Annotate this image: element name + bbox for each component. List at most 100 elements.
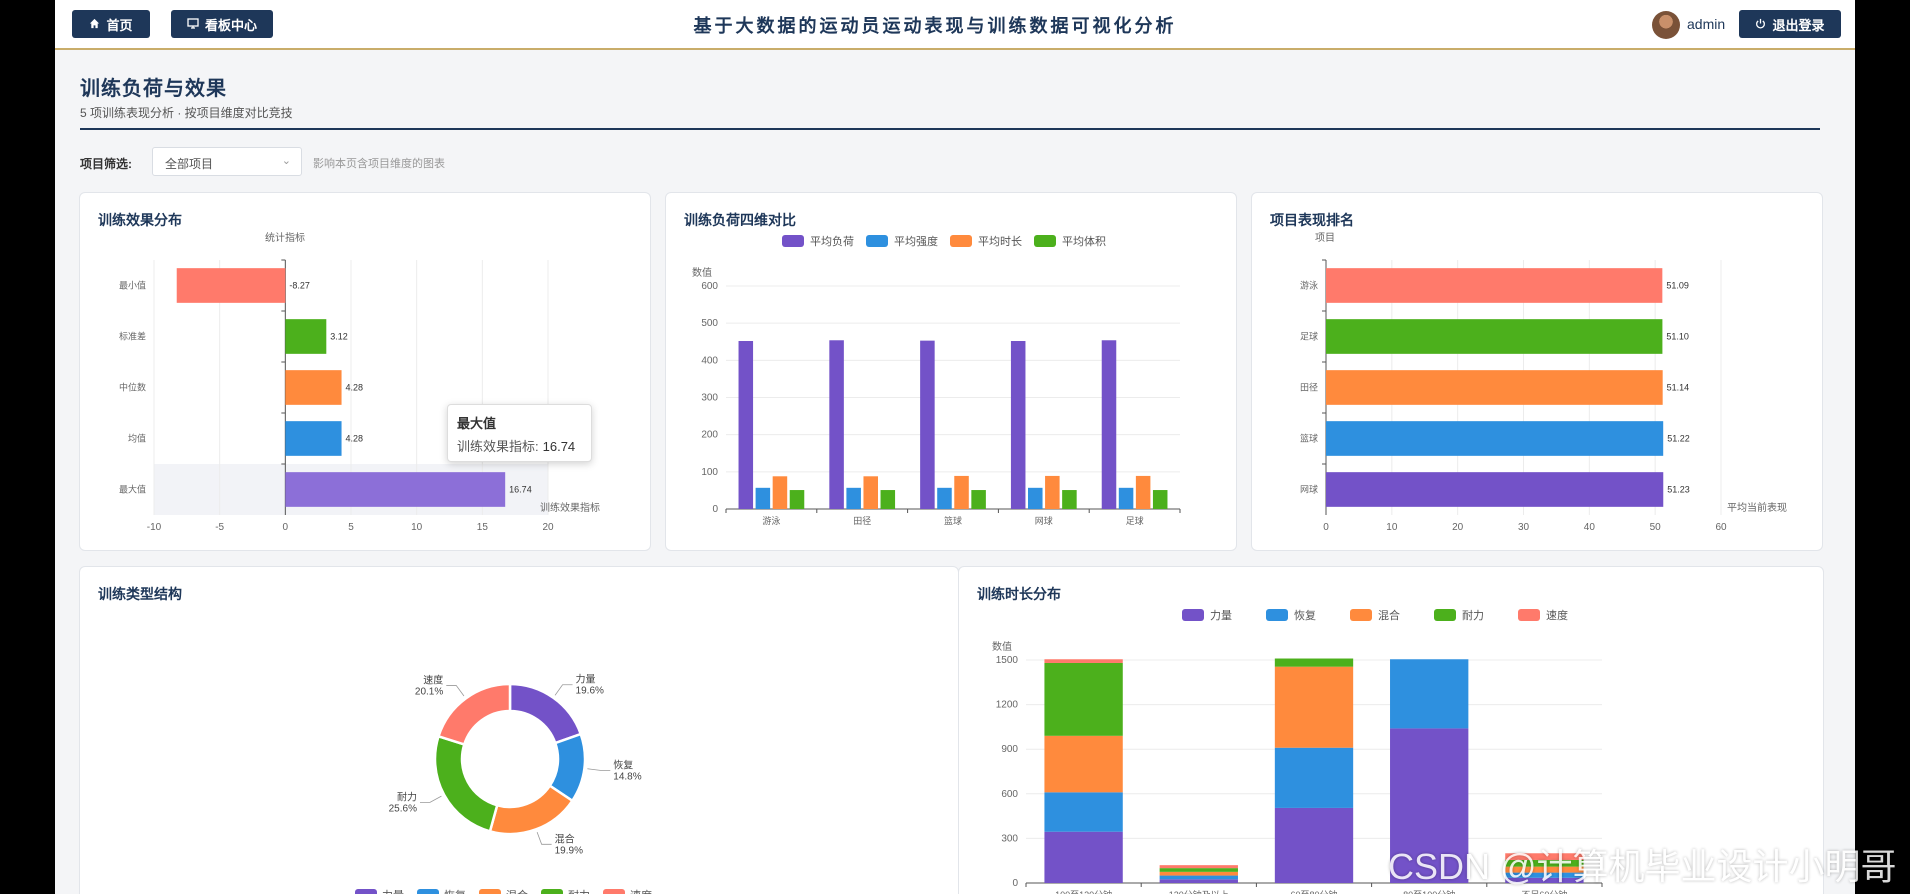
y-tick-label: 600 xyxy=(701,281,718,292)
bar xyxy=(738,341,754,509)
training-duration-chart[interactable]: 0 300 600 900 1200 1500 数值 力量 恢复 混合 耐力 速度 100至120分钟 1… xyxy=(959,567,1824,894)
project-filter-select[interactable]: 全部项目 ⌄ xyxy=(152,147,302,176)
legend-label: 速度 xyxy=(1546,608,1568,622)
stacked-bar-segment xyxy=(1505,877,1584,883)
slice-percent-label: 19.9% xyxy=(555,845,583,856)
page-subtitle: 5 项训练表现分析 · 按项目维度对比竞技 xyxy=(80,106,293,120)
legend-swatch xyxy=(782,235,804,247)
stacked-bar-segment xyxy=(1505,859,1584,867)
stacked-bar-segment xyxy=(1390,659,1469,729)
home-icon xyxy=(89,17,100,32)
legend-swatch xyxy=(866,235,888,247)
y-category-label: 最小值 xyxy=(119,280,146,291)
stacked-bar-segment xyxy=(1159,879,1238,883)
bar-value-label: -8.27 xyxy=(289,281,310,291)
slice-name-label: 耐力 xyxy=(397,790,417,803)
dashboard-icon xyxy=(187,17,199,32)
donut-slice xyxy=(433,734,499,833)
bar xyxy=(937,487,952,509)
training-type-chart[interactable]: 力量19.6%恢复14.8%混合19.9%耐力25.6%速度20.1%力量恢复混… xyxy=(80,567,959,894)
bar xyxy=(1028,487,1043,509)
legend-swatch xyxy=(603,889,625,894)
training-type-title: 训练类型结构 xyxy=(98,586,182,602)
legend-label: 混合 xyxy=(1378,608,1400,622)
x-tick-label: 5 xyxy=(348,522,354,533)
stacked-bar-segment xyxy=(1274,807,1354,883)
y-category-label: 网球 xyxy=(1300,484,1318,495)
dashboard-button-label: 看板中心 xyxy=(204,17,257,33)
slice-name-label: 速度 xyxy=(423,674,443,687)
user-avatar[interactable] xyxy=(1652,11,1680,39)
label-leader-line xyxy=(587,768,611,771)
legend-label: 耐力 xyxy=(1462,609,1484,622)
y-axis-name: 统计指标 xyxy=(265,231,305,244)
legend-label: 耐力 xyxy=(568,889,590,894)
tooltip-value: 16.74 xyxy=(542,439,576,454)
legend-swatch xyxy=(1518,609,1540,621)
donut-slice xyxy=(488,783,575,836)
training-effect-chart[interactable]: -10 -5 0 5 10 15 20 最小值 -8.27 标准差 3.12 中位数 4.28 均值 4.2… xyxy=(80,193,651,551)
project-rank-chart[interactable]: 0 10 20 30 40 50 60 游泳 51.09 足球 51.10 田径 51.14 篮球 51.2… xyxy=(1252,193,1823,551)
logout-button[interactable]: 退出登录 xyxy=(1739,10,1841,38)
legend-swatch xyxy=(1434,609,1456,621)
x-tick-label: 40 xyxy=(1584,522,1596,533)
home-button[interactable]: 首页 xyxy=(72,10,150,38)
bar-value-label: 51.10 xyxy=(1666,332,1689,342)
watermark: CSDN @计算机毕业设计小明哥 xyxy=(1388,846,1897,887)
label-leader-line xyxy=(536,831,552,845)
y-category-label: 标准差 xyxy=(119,331,146,342)
y-tick-label: 400 xyxy=(701,355,718,366)
y-tick-label: 0 xyxy=(712,504,718,515)
project-filter-label: 项目筛选: xyxy=(80,157,132,171)
bar xyxy=(1010,341,1026,509)
x-category-label: 足球 xyxy=(1126,515,1144,526)
x-category-label: 游泳 xyxy=(762,515,780,526)
project-filter-value: 全部项目 xyxy=(165,157,214,171)
bar xyxy=(285,472,506,507)
x-tick-label: 10 xyxy=(411,522,423,533)
legend-swatch xyxy=(1182,609,1204,621)
stacked-bar-segment xyxy=(1044,831,1123,883)
legend-label: 平均负荷 xyxy=(810,234,854,248)
username[interactable]: admin xyxy=(1687,16,1726,32)
x-category-label: 田径 xyxy=(853,515,871,526)
legend-label: 混合 xyxy=(506,888,528,894)
stacked-bar-segment xyxy=(1159,875,1238,880)
y-tick-label: 500 xyxy=(701,318,718,329)
training-effect-title: 训练效果分布 xyxy=(98,212,182,228)
bar xyxy=(1326,421,1664,456)
y-tick-label: 1200 xyxy=(996,700,1019,711)
bar xyxy=(1152,490,1168,509)
y-tick-label: 900 xyxy=(1001,744,1018,755)
bar xyxy=(954,475,969,509)
x-category-label: 80至100分钟 xyxy=(1403,889,1455,894)
stacked-bar-segment xyxy=(1159,868,1238,872)
bar xyxy=(971,490,986,509)
chart-tooltip: 最大值 训练效果指标: 16.74 xyxy=(447,404,592,462)
legend-swatch xyxy=(417,889,439,894)
dashboard-center-button[interactable]: 看板中心 xyxy=(171,10,273,38)
y-axis-name: 数值 xyxy=(692,266,712,279)
stacked-bar-segment xyxy=(1505,872,1584,878)
tooltip-label: 训练效果指标: xyxy=(457,439,539,454)
stacked-bar-segment xyxy=(1274,747,1354,808)
donut-slice xyxy=(508,682,583,745)
slice-percent-label: 19.6% xyxy=(576,686,604,697)
top-navigation-bar: 首页 看板中心 基于大数据的运动员运动表现与训练数据可视化分析 admin 退出… xyxy=(55,0,1855,50)
stacked-bar-segment xyxy=(1274,666,1354,748)
bar-value-label: 16.74 xyxy=(509,485,532,495)
legend-label: 平均强度 xyxy=(894,234,938,248)
logout-button-label: 退出登录 xyxy=(1772,17,1825,33)
stacked-bar-segment xyxy=(1390,728,1469,883)
y-category-label: 篮球 xyxy=(1300,433,1318,444)
bar xyxy=(1135,475,1151,509)
y-tick-label: 100 xyxy=(701,467,718,478)
bar xyxy=(846,487,861,509)
x-category-label: 120分钟及以上 xyxy=(1169,889,1229,894)
legend-label: 平均体积 xyxy=(1062,234,1106,248)
tooltip-title: 最大值 xyxy=(457,416,497,431)
y-category-label: 游泳 xyxy=(1300,280,1318,291)
label-leader-line xyxy=(554,684,573,696)
x-tick-label: 30 xyxy=(1518,522,1530,533)
